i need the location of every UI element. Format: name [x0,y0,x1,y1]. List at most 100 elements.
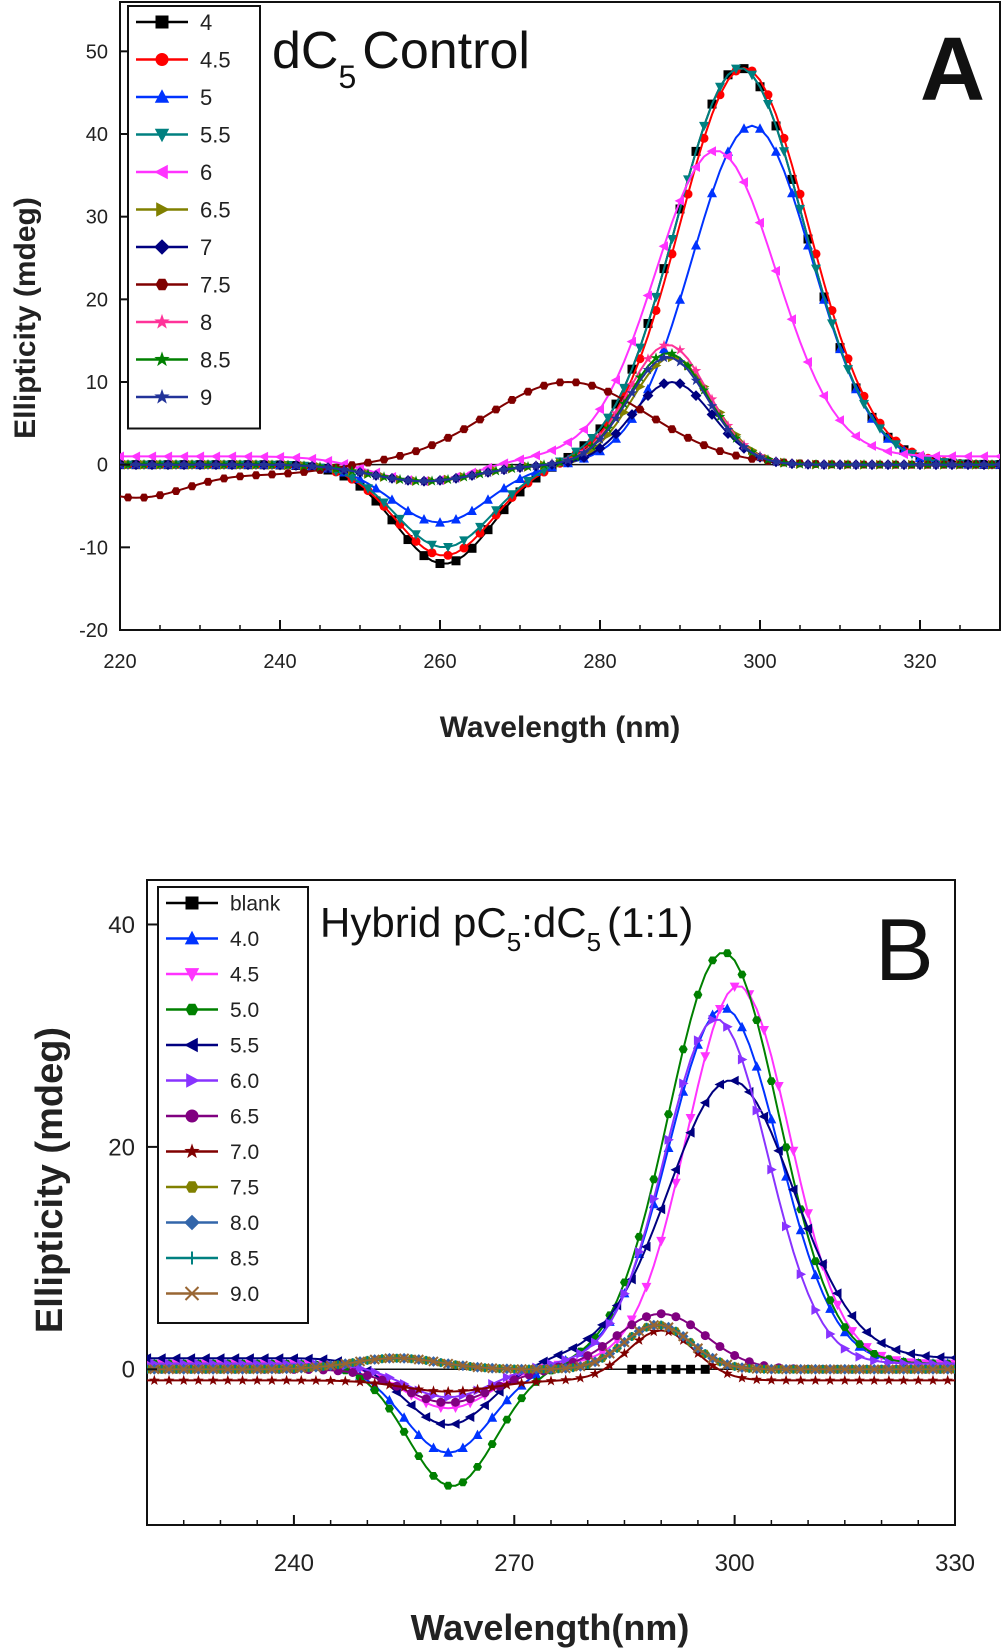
panel-b-data-point [163,1364,175,1375]
panel-a-data-point [962,459,974,470]
panel-b-data-point [714,1079,724,1090]
panel-a-data-point [347,473,357,484]
panel-a-data-point [507,396,517,404]
panel-b-series-blank [627,1364,710,1374]
panel-b-data-point [685,1114,696,1124]
panel-b-data-point [884,1357,895,1368]
panel-b-data-point [686,1364,696,1374]
panel-b-legend-marker [184,1143,200,1159]
panel-b-y-tick-label: 20 [108,1134,135,1161]
panel-b-legend-entry: 7.5 [166,1177,259,1200]
panel-a-data-point [130,451,141,462]
panel-b-data-point [620,1278,629,1287]
panel-a-title: dC5 Control [272,22,530,95]
panel-b-data-point [707,1353,718,1364]
panel-b-data-point [766,1363,777,1375]
panel-a-data-point [523,387,533,396]
panel-b-data-point [296,1363,307,1374]
panel-a-data-point [795,189,805,199]
panel-b-legend-box [157,886,309,1324]
panel-b-legend-label: 8.5 [230,1248,259,1271]
panel-a-data-point [626,409,638,420]
panel-a-legend-entry: 5.5 [136,122,231,147]
panel-a-data-point [674,356,686,367]
panel-b-legend-label: 6.0 [230,1070,259,1093]
panel-b-data-point [715,1005,725,1015]
panel-b-legend-label: 8.0 [230,1212,259,1235]
panel-b-data-point [766,1113,777,1124]
panel-b-data-point [171,1353,181,1364]
panel-b-data-point [890,1344,901,1355]
panel-b-data-point [384,1404,394,1413]
panel-b-data-point [384,1379,395,1390]
panel-a-data-point [603,413,613,423]
panel-a-data-point [946,451,956,462]
panel-b-data-point [517,1394,527,1403]
panel-b-data-point [729,982,740,992]
panel-b-data-point [839,1364,851,1375]
panel-a-data-point [403,535,413,545]
panel-b-legend-entry: 8.5 [166,1248,259,1271]
panel-a-data-point [619,383,629,394]
panel-b-data-point [861,1343,872,1353]
panel-b-data-point [597,1320,607,1330]
panel-b-data-point [913,1364,924,1375]
panel-b-data-point [244,1353,254,1364]
panel-a-data-point [651,305,661,315]
panel-b-data-point [810,1364,821,1375]
panel-a-data-point [667,425,677,434]
panel-b-data-point [215,1353,225,1364]
panel-b-data-point [576,1348,586,1359]
panel-b-data-point [679,1078,689,1089]
panel-b-data-point [737,970,747,979]
panel-a-data-point [258,459,270,470]
panel-b-data-point [457,1442,468,1452]
panel-b-data-point [649,1193,660,1204]
panel-b-data-point [722,1359,733,1370]
panel-a-data-point [747,70,757,81]
panel-a-legend-label: 7 [200,235,212,260]
panel-b-data-point [457,1360,469,1371]
panel-a-data-point [610,407,622,418]
panel-a-data-point [306,453,317,464]
panel-a-y-tick-label: 30 [86,207,108,229]
panel-b-legend-marker [185,1003,199,1016]
panel-a-data-point [162,451,173,462]
panel-a-data-point [658,352,670,363]
panel-b-data-point [855,1351,865,1362]
panel-b-data-point [348,1368,358,1378]
panel-b-data-point [721,1368,733,1379]
panel-a-data-point [859,399,869,410]
panel-a-data-point [306,460,318,471]
panel-b-data-point [795,1374,807,1385]
panel-b-data-point [429,1472,438,1480]
panel-b-data-point [597,1348,608,1358]
panel-a-data-point [738,441,750,452]
panel-a-data-point [371,496,381,506]
panel-b-data-point [751,1061,762,1071]
panel-a-legend-entry: 9 [136,385,212,410]
panel-b-legend-marker [185,1181,199,1193]
panel-a-data-point [699,121,709,132]
panel-b-data-point [722,949,732,958]
panel-b-data-point [759,1026,769,1036]
panel-a-data-point [483,525,493,535]
panel-b-data-point [502,1394,512,1405]
panel-b-data-point [545,1375,557,1386]
panel-b-data-point [817,1259,827,1269]
panel-a-data-point [594,443,606,454]
panel-b-data-point [626,1315,637,1325]
panel-a-data-point [395,452,405,460]
panel-b-data-point [883,1364,895,1375]
panel-a-y-tick-label: -20 [79,620,108,642]
panel-b-data-point [803,1209,813,1219]
panel-a-data-point [226,451,237,462]
panel-b-data-point [369,1354,380,1365]
panel-a-data-point [411,447,421,456]
panel-b-data-point [781,1143,791,1152]
panel-a-data-point [235,472,245,481]
panel-a-x-tick-label: 280 [583,651,616,673]
panel-a-data-point [371,483,381,493]
panel-b-data-point [531,1363,542,1375]
panel-a-data-point [642,353,654,364]
